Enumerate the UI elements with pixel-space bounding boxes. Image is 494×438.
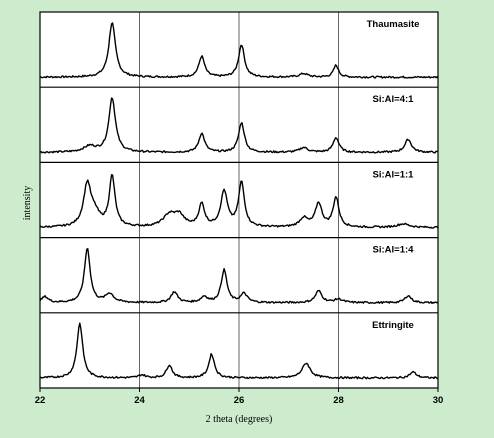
panel-label: Si:Al=4:1: [373, 94, 415, 105]
y-axis-title: intensity: [22, 186, 33, 220]
panel-label-layer: Thaumasite Si:Al=4:1 Si:Al=1:1 Si:Al=1:4 Ett…: [367, 19, 420, 331]
series-line: [39, 322, 439, 380]
x-tick-layer: 22 24 26 28 30: [35, 388, 444, 406]
series-line: [39, 97, 439, 154]
x-axis-title: 2 theta (degrees): [206, 414, 273, 425]
panel-label: Si:Al=1:4: [373, 245, 415, 256]
series-line: [39, 174, 439, 229]
series-line: [39, 22, 439, 79]
panel-label: Ettringite: [372, 320, 414, 331]
x-tick-label: 24: [134, 395, 145, 406]
x-tick-label: 26: [234, 395, 245, 406]
series-line: [39, 248, 439, 305]
x-tick-label: 30: [433, 395, 444, 406]
panel-label: Thaumasite: [367, 19, 420, 30]
series-layer: [39, 22, 439, 380]
x-tick-label: 22: [35, 395, 46, 406]
x-tick-label: 28: [333, 395, 344, 406]
panel-label: Si:Al=1:1: [373, 169, 415, 180]
